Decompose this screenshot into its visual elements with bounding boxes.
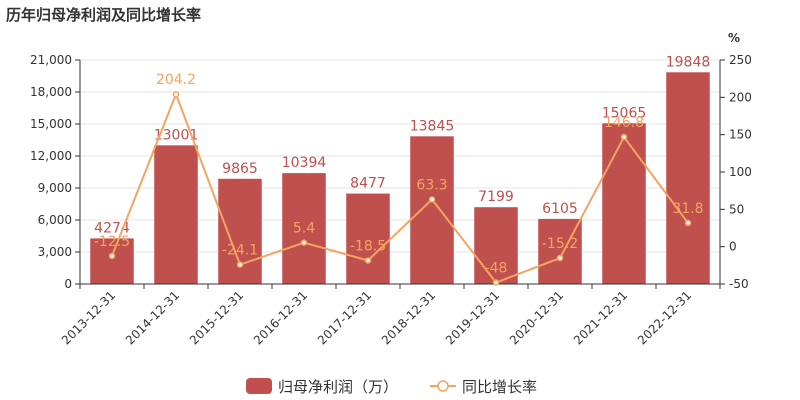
x-tick-label: 2016-12-31 bbox=[251, 288, 310, 347]
x-tick-label: 2019-12-31 bbox=[443, 288, 502, 347]
line-series bbox=[108, 90, 692, 286]
y-left-tick-label: 6,000 bbox=[38, 213, 72, 227]
bar bbox=[218, 178, 262, 284]
y-right-tick-label: -50 bbox=[729, 277, 749, 291]
bar-value-label: 13845 bbox=[410, 118, 455, 134]
x-tick-label: 2021-12-31 bbox=[571, 288, 630, 347]
line-point bbox=[108, 252, 116, 260]
bar bbox=[90, 238, 134, 284]
legend-line-marker bbox=[437, 380, 449, 392]
y-right-tick-label: 0 bbox=[729, 240, 737, 254]
y-right-tick-label: 200 bbox=[729, 90, 752, 104]
line-point bbox=[236, 261, 244, 268]
bar-value-label: 13001 bbox=[154, 127, 199, 143]
bar-value-label: 9865 bbox=[222, 161, 258, 177]
y-left-tick-label: 18,000 bbox=[30, 85, 72, 99]
bar-value-label: 6105 bbox=[542, 201, 578, 217]
bar bbox=[346, 193, 390, 284]
x-tick-label: 2017-12-31 bbox=[315, 288, 374, 347]
bar bbox=[666, 72, 710, 285]
line-value-label: 5.4 bbox=[293, 221, 315, 237]
x-tick-label: 2020-12-31 bbox=[507, 288, 566, 347]
legend-bar-label: 归母净利润（万） bbox=[278, 378, 398, 396]
y-right-tick-label: 100 bbox=[729, 165, 752, 179]
line-value-label: -12.5 bbox=[94, 234, 130, 250]
y-left-tick-label: 9,000 bbox=[38, 181, 72, 195]
line-data-labels: -12.5 204.2 -24.1 5.4 -18.5 63.3 -48 -15.2 146.8… bbox=[94, 72, 704, 276]
line-value-label: 146.8 bbox=[604, 115, 644, 131]
y-right-axis-label: % bbox=[728, 31, 740, 45]
y-right-tick-label: 150 bbox=[729, 128, 752, 142]
bar-value-label: 19848 bbox=[666, 54, 711, 70]
x-tick-label: 2013-12-31 bbox=[59, 288, 118, 347]
line-point bbox=[300, 239, 308, 246]
line-point bbox=[172, 90, 180, 98]
y-right-tick-label: 50 bbox=[729, 202, 744, 216]
legend-line-label: 同比增长率 bbox=[462, 378, 537, 396]
line-value-label: -48 bbox=[485, 261, 508, 277]
bar-value-label: 8477 bbox=[350, 176, 386, 192]
line-value-label: 63.3 bbox=[416, 177, 447, 193]
x-tick-label: 2018-12-31 bbox=[379, 288, 438, 347]
chart-title: 历年归母净利润及同比增长率 bbox=[6, 6, 202, 24]
line-point bbox=[620, 133, 628, 141]
line-point bbox=[684, 219, 692, 227]
bar-value-label: 10394 bbox=[282, 155, 327, 171]
y-left-tick-label: 21,000 bbox=[30, 53, 72, 67]
line-point bbox=[428, 196, 436, 203]
line-point bbox=[556, 254, 564, 262]
bar-value-label: 15065 bbox=[602, 105, 647, 121]
line-value-label: -15.2 bbox=[542, 236, 578, 252]
line-value-label: 31.8 bbox=[672, 201, 703, 217]
bar bbox=[282, 173, 326, 284]
line-point bbox=[364, 257, 372, 264]
legend: 归母净利润（万） 同比增长率 bbox=[246, 378, 537, 396]
bar bbox=[474, 207, 518, 284]
x-tick-label: 2014-12-31 bbox=[123, 288, 182, 347]
y-left-tick-label: 3,000 bbox=[38, 245, 72, 259]
line-value-label: 204.2 bbox=[156, 72, 196, 88]
bar bbox=[154, 145, 198, 284]
line-value-label: -18.5 bbox=[350, 238, 386, 254]
growth-line bbox=[111, 91, 689, 284]
bar-value-label: 7199 bbox=[478, 189, 514, 205]
legend-bar-swatch bbox=[246, 378, 272, 394]
y-left-tick-label: 12,000 bbox=[30, 149, 72, 163]
line-point bbox=[492, 279, 500, 286]
x-tick-label: 2022-12-31 bbox=[635, 288, 694, 347]
line-value-label: -24.1 bbox=[222, 243, 258, 259]
y-left-tick-label: 15,000 bbox=[30, 117, 72, 131]
x-tick-label: 2015-12-31 bbox=[187, 288, 246, 347]
y-left-tick-label: 0 bbox=[64, 277, 72, 291]
y-right-tick-label: 250 bbox=[729, 53, 752, 67]
bar bbox=[602, 123, 646, 284]
bar bbox=[410, 136, 454, 284]
